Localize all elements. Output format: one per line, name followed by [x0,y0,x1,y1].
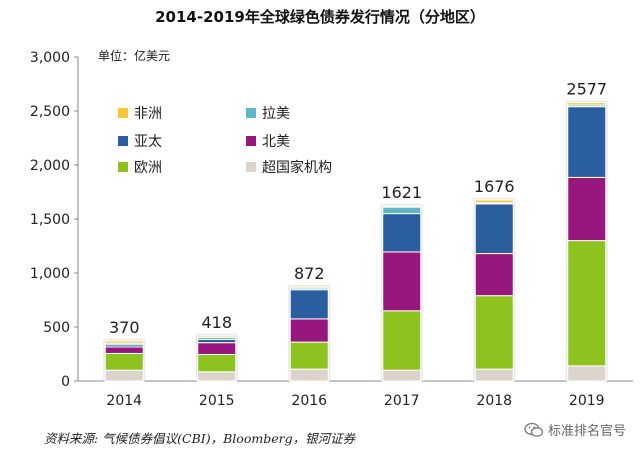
bar-segment-2018-亚太 [474,203,514,255]
total-labels: 370 418 872 1621 1676 2577 [109,80,607,337]
bar-segment-2019-非洲 [567,102,607,106]
y-tick-label: 1,000 [30,266,70,282]
bar-segment-2017-拉美 [382,206,422,215]
bar-segment-2018-非洲 [474,199,514,204]
legend-swatch-欧洲 [118,162,128,172]
bar-segment-2018-北美 [474,253,514,297]
bar-segment-2015-超国家机构 [197,371,237,382]
bar-segment-2017-非洲 [382,205,422,208]
total-label-2016: 872 [294,264,325,283]
total-label-2015: 418 [201,313,232,332]
y-tick-label: 500 [43,320,70,336]
y-tick-label: 2,000 [30,158,70,174]
legend-label-亚太: 亚太 [134,134,162,150]
bar-segment-2017-亚太 [382,213,422,253]
x-tick-label: 2018 [476,393,512,409]
total-label-2018: 1676 [474,177,515,196]
bar-segment-2017-超国家机构 [382,369,422,382]
bar-segment-2014-北美 [104,346,144,354]
bar-segment-2014-欧洲 [104,352,144,371]
x-tick-label: 2019 [569,393,605,409]
watermark-text: 标准排名官号 [547,424,626,439]
bar-segment-2018-超国家机构 [474,368,514,382]
legend-label-非洲: 非洲 [134,106,162,122]
bar-segment-2018-欧洲 [474,295,514,370]
legend-label-超国家机构: 超国家机构 [262,159,332,176]
x-tick-label: 2014 [106,393,142,409]
unit-label: 单位：亿美元 [98,48,170,63]
legend-swatch-北美 [246,136,256,146]
total-label-2014: 370 [109,318,140,337]
chart-title: 2014-2019年全球绿色债券发行情况（分地区） [155,8,485,26]
bar-segment-2019-北美 [567,176,607,242]
total-label-2019: 2577 [566,80,607,99]
legend-swatch-亚太 [118,136,128,146]
bar-segment-2017-欧洲 [382,310,422,371]
bar-segment-2016-非洲 [289,286,329,289]
x-tick-label: 2016 [291,393,327,409]
watermark: 标准排名官号 [524,420,626,439]
y-tick-label: 3,000 [30,50,70,66]
legend-swatch-超国家机构 [246,162,256,172]
bar-segment-2016-超国家机构 [289,368,329,382]
y-tick-label: 1,500 [30,212,70,228]
bar-segment-2016-欧洲 [289,341,329,370]
bar-segment-2019-欧洲 [567,240,607,367]
bar-segment-2016-北美 [289,318,329,343]
legend-swatch-非洲 [118,108,128,118]
bar-segment-2015-北美 [197,342,237,356]
bar-segment-2014-超国家机构 [104,369,144,382]
source-note: 资料来源: 气候债券倡议(CBI)，Bloomberg，银河证券 [44,431,356,446]
bar-segment-2015-非洲 [197,335,237,338]
bar-segment-2019-超国家机构 [567,365,607,382]
bar-segment-2016-亚太 [289,289,329,320]
legend-label-拉美: 拉美 [262,106,290,122]
bar-segment-2019-亚太 [567,106,607,178]
x-tick-label: 2015 [199,393,235,409]
axes: 0 500 1,000 1,500 2,000 2,500 3,000 2014 2015 201… [30,50,633,409]
bar-segment-2014-非洲 [104,340,144,344]
bar-segment-2015-欧洲 [197,354,237,373]
wechat-logo-icon [524,422,544,437]
bars [103,100,608,382]
y-tick-label: 0 [61,374,70,390]
x-tick-label: 2017 [384,393,420,409]
legend-swatch-拉美 [246,108,256,118]
total-label-2017: 1621 [381,183,422,202]
y-tick-label: 2,500 [30,104,70,120]
bar-segment-2017-北美 [382,251,422,312]
legend-label-欧洲: 欧洲 [134,160,162,176]
legend-label-北美: 北美 [262,134,290,150]
